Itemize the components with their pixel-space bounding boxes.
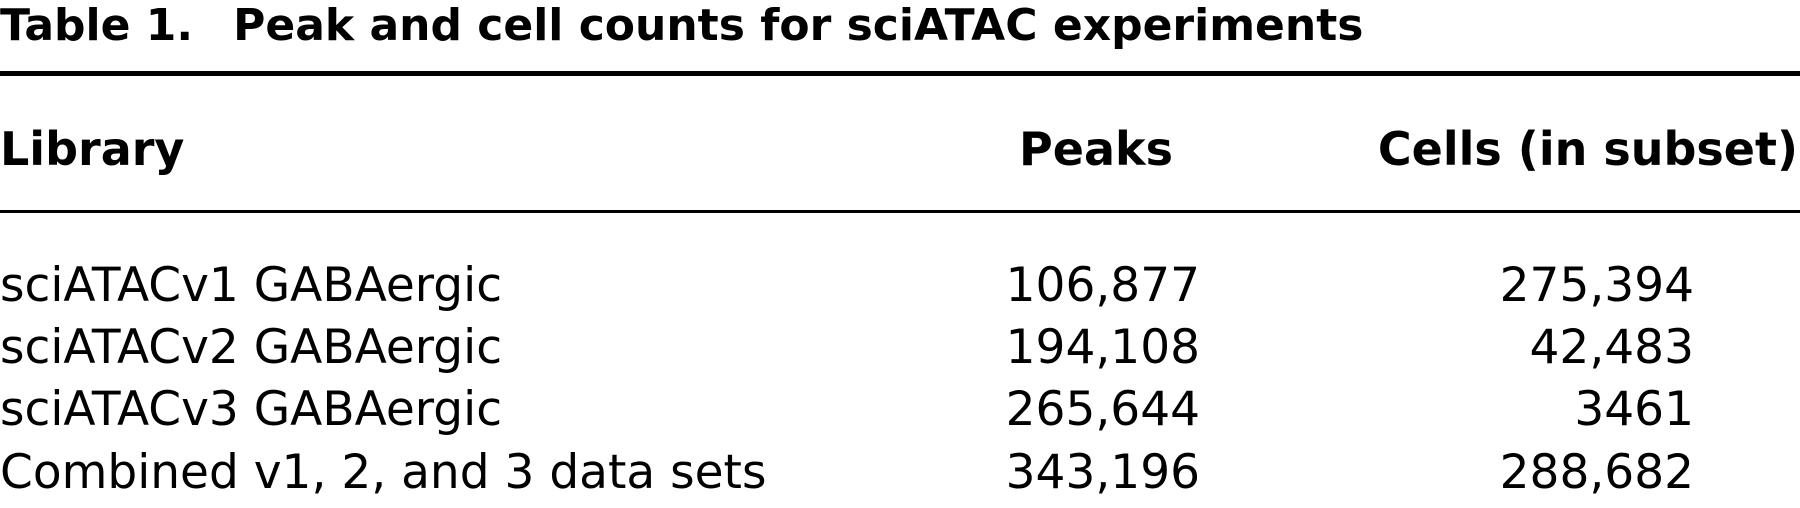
library-cell: sciATACv1 GABAergic (0, 258, 503, 313)
peaks-cell: 106,877 (1005, 258, 1200, 313)
table-title: Table 1. Peak and cell counts for sciATAC… (0, 4, 1363, 48)
cells-cell: 42,483 (1529, 320, 1694, 375)
library-cell: sciATACv2 GABAergic (0, 320, 503, 375)
table-label: Table 1. (0, 0, 194, 51)
table-caption: Peak and cell counts for sciATAC experim… (233, 0, 1364, 51)
cells-cell: 288,682 (1499, 445, 1694, 500)
peaks-cell: 265,644 (1005, 382, 1200, 437)
peaks-cell: 194,108 (1005, 320, 1200, 375)
cells-cell: 275,394 (1499, 258, 1694, 313)
library-cell: sciATACv3 GABAergic (0, 382, 503, 437)
column-header: Cells (in subset) (1377, 122, 1798, 176)
column-header: Library (0, 122, 185, 176)
library-cell: Combined v1, 2, and 3 data sets (0, 445, 767, 500)
peaks-cell: 343,196 (1005, 445, 1200, 500)
cells-cell: 3461 (1574, 382, 1694, 437)
header-rule (0, 210, 1800, 213)
top-rule (0, 71, 1800, 76)
column-header: Peaks (1019, 122, 1173, 176)
